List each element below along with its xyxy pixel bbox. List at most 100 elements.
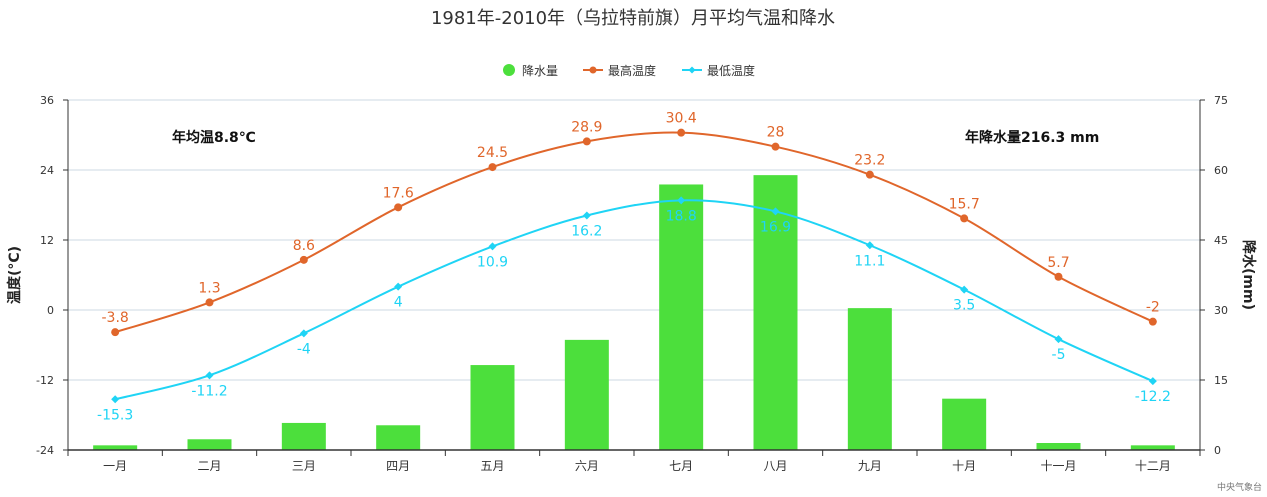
- x-tick-label: 十一月: [1040, 459, 1076, 473]
- x-tick-label: 二月: [197, 459, 221, 473]
- precip-bar: [942, 398, 987, 450]
- max-temp-point: [865, 170, 874, 179]
- legend-item-precip[interactable]: 降水量: [503, 64, 558, 78]
- y-right-tick-label: 60: [1214, 164, 1228, 177]
- x-tick-label: 六月: [575, 459, 599, 473]
- data-labels: -3.8 1.3 8.6 17.6 24.5 28.9 30.4 28 23.2 15.7 5.7 -…: [97, 111, 1171, 424]
- y-left-tick-label: -12: [36, 374, 54, 387]
- min-temp-label: 10.9: [477, 254, 508, 270]
- min-temp-label: -12.2: [1135, 389, 1171, 405]
- max-temp-label: 8.6: [293, 238, 315, 254]
- precip-bar: [847, 308, 892, 450]
- x-tick-label: 五月: [480, 459, 504, 473]
- annual-precip-annotation: 年降水量216.3 mm: [965, 129, 1099, 146]
- min-temp-label: 16.2: [571, 224, 602, 240]
- precip-bar: [470, 365, 515, 450]
- max-temp-point: [205, 298, 214, 307]
- precip-bar: [376, 425, 421, 450]
- x-tick-label: 四月: [386, 459, 410, 473]
- min-temp-label: -15.3: [97, 407, 133, 423]
- max-temp-point: [771, 142, 780, 151]
- precip-bar: [187, 439, 232, 450]
- precip-bar: [659, 184, 704, 450]
- min-temp-line: [114, 199, 1154, 401]
- min-temp-point: [1148, 377, 1157, 386]
- legend-label-precip: 降水量: [522, 64, 558, 78]
- min-temp-point: [299, 329, 308, 338]
- max-temp-point: [960, 214, 969, 223]
- precip-bar: [281, 422, 326, 450]
- x-tick-label: 七月: [669, 459, 693, 473]
- min-temp-point: [960, 285, 969, 294]
- min-temp-point: [394, 282, 403, 291]
- precip-bars: [93, 175, 1175, 450]
- max-temp-label: 28.9: [571, 119, 602, 135]
- min-temp-point: [865, 241, 874, 250]
- min-temp-label: 16.9: [760, 219, 791, 235]
- precip-bar: [564, 339, 609, 450]
- max-temp-point: [1148, 317, 1157, 326]
- precip-bar: [1036, 443, 1081, 450]
- chart-title: 1981年-2010年（乌拉特前旗）月平均气温和降水: [431, 8, 835, 29]
- legend-marker-min-temp: [688, 66, 696, 74]
- min-temp-label: 11.1: [854, 253, 885, 269]
- max-temp-label: 5.7: [1047, 255, 1069, 271]
- max-temp-point: [394, 203, 403, 212]
- min-temp-point: [488, 242, 497, 251]
- max-temp-label: 30.4: [666, 111, 697, 127]
- legend-item-max-temp[interactable]: 最高温度: [583, 63, 656, 78]
- min-temp-point: [205, 371, 214, 380]
- legend-label-max-temp: 最高温度: [608, 63, 656, 78]
- min-temp-point: [582, 211, 591, 220]
- legend-marker-precip: [503, 64, 515, 76]
- max-temp-line: [114, 131, 1154, 334]
- max-temp-label: -2: [1146, 300, 1160, 316]
- legend-item-min-temp[interactable]: 最低温度: [682, 63, 755, 78]
- x-tick-label: 九月: [858, 459, 882, 473]
- y-left-axis-title: 温度(°C): [6, 246, 23, 304]
- precip-bar: [93, 445, 138, 450]
- max-temp-point: [111, 328, 120, 337]
- max-temp-label: -3.8: [102, 310, 129, 326]
- min-temp-label: 4: [394, 295, 403, 311]
- y-right-tick-label: 30: [1214, 304, 1228, 317]
- precip-bar: [1130, 445, 1175, 450]
- x-tick-label: 十月: [952, 459, 976, 473]
- min-temp-label: -5: [1052, 347, 1066, 363]
- y-right-tick-label: 15: [1214, 374, 1228, 387]
- x-tick-label: 八月: [763, 459, 787, 473]
- legend[interactable]: 降水量 最高温度 最低温度: [503, 63, 755, 78]
- max-temp-point: [582, 137, 591, 146]
- temperature-lines: [111, 128, 1157, 404]
- y-right-tick-label: 45: [1214, 234, 1228, 247]
- x-tick-label: 三月: [292, 459, 316, 473]
- max-temp-label: 15.7: [949, 196, 980, 212]
- grid: [68, 99, 1200, 381]
- y-left-tick-label: 36: [40, 94, 54, 107]
- min-temp-label: -4: [297, 341, 311, 357]
- y-right-tick-label: 75: [1214, 94, 1228, 107]
- y-right-tick-label: 0: [1214, 444, 1221, 457]
- source-credit: 中央气象台: [1217, 481, 1262, 493]
- max-temp-point: [677, 128, 686, 137]
- y-left-tick-label: -24: [36, 444, 54, 457]
- y-left-tick-label: 12: [40, 234, 54, 247]
- y-left-tick-label: 0: [47, 304, 54, 317]
- legend-marker-max-temp: [589, 66, 597, 74]
- min-temp-label: -11.2: [191, 383, 227, 399]
- y-left-tick-label: 24: [40, 164, 54, 177]
- legend-label-min-temp: 最低温度: [707, 63, 755, 78]
- max-temp-point: [1054, 272, 1063, 281]
- annual-mean-temp-annotation: 年均温8.8℃: [172, 129, 256, 146]
- max-temp-label: 28: [767, 125, 785, 141]
- min-temp-label: 18.8: [666, 208, 697, 224]
- min-temp-point: [677, 196, 686, 205]
- max-temp-label: 23.2: [854, 153, 885, 169]
- x-tick-label: 十二月: [1135, 459, 1171, 473]
- max-temp-label: 17.6: [383, 185, 414, 201]
- max-temp-point: [488, 163, 497, 172]
- min-temp-point: [1054, 335, 1063, 344]
